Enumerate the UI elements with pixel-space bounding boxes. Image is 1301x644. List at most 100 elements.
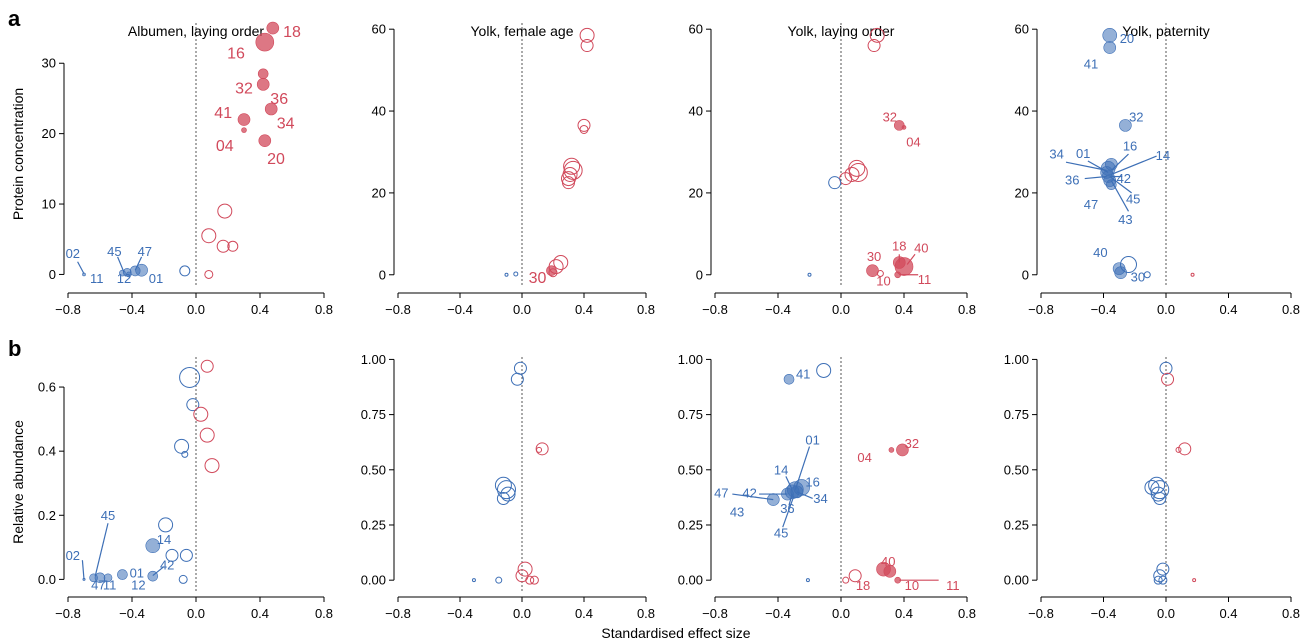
- label-leader-line: [81, 560, 85, 580]
- data-point: [1175, 446, 1182, 453]
- data-point: [1159, 361, 1173, 375]
- point-label: 47: [714, 486, 728, 501]
- y-tick-label: 0.25: [678, 517, 703, 532]
- data-point: [193, 406, 209, 422]
- y-tick-label: 1.00: [361, 352, 386, 367]
- x-axis-label: Standardised effect size: [601, 625, 750, 641]
- y-tick-label: 1.00: [678, 352, 703, 367]
- point-label: 34: [1049, 147, 1063, 162]
- x-tick-label: 0.0: [513, 302, 531, 317]
- y-tick-label: 40: [1015, 104, 1029, 119]
- data-point: [577, 118, 591, 132]
- y-tick-label: 0: [49, 267, 56, 282]
- x-tick-label: 0.4: [895, 302, 913, 317]
- data-point: [217, 203, 233, 219]
- point-label: 11: [103, 578, 117, 593]
- data-point: [529, 575, 539, 585]
- data-point: [901, 125, 907, 130]
- panel-title: Yolk, paternity: [1122, 23, 1209, 39]
- x-tick-label: 0.4: [251, 302, 269, 317]
- point-label: 14: [157, 532, 171, 547]
- x-tick-label: 0.4: [251, 606, 269, 621]
- x-tick-label: 0.8: [637, 606, 655, 621]
- data-point: [119, 269, 126, 277]
- y-tick-label: 0.75: [678, 407, 703, 422]
- data-point: [1103, 41, 1117, 54]
- data-point: [494, 476, 512, 494]
- point-label: 45: [101, 508, 115, 523]
- y-tick-label: 0: [1022, 267, 1029, 282]
- data-point: [828, 176, 842, 190]
- data-point: [579, 27, 595, 43]
- point-label: 32: [883, 110, 897, 125]
- y-tick-label: 40: [372, 104, 386, 119]
- x-tick-label: −0.4: [1091, 606, 1117, 621]
- point-label: 43: [1118, 212, 1132, 227]
- x-tick-label: 0.0: [187, 606, 205, 621]
- point-label: 36: [780, 501, 794, 516]
- data-point: [1156, 562, 1170, 576]
- panel-title: Yolk, female age: [471, 23, 574, 39]
- y-tick-label: 30: [42, 56, 56, 71]
- x-tick-label: −0.8: [702, 302, 728, 317]
- x-tick-label: −0.4: [765, 302, 791, 317]
- y-tick-label: 0: [379, 267, 386, 282]
- y-tick-label: 0.75: [1004, 407, 1029, 422]
- data-point: [888, 447, 895, 453]
- point-label: 01: [1076, 146, 1090, 161]
- data-point: [129, 265, 141, 277]
- x-tick-label: 0.8: [637, 302, 655, 317]
- data-point: [579, 124, 589, 134]
- data-point: [525, 575, 535, 585]
- point-label: 18: [892, 239, 906, 254]
- data-point: [848, 569, 862, 583]
- data-point: [179, 366, 201, 388]
- data-point: [258, 134, 272, 147]
- x-tick-label: −0.4: [447, 302, 473, 317]
- x-tick-label: −0.8: [702, 606, 728, 621]
- y-tick-label: 0.00: [361, 573, 386, 588]
- data-point: [256, 78, 270, 91]
- x-tick-label: 0.4: [895, 606, 913, 621]
- data-point: [563, 157, 581, 175]
- panel-title: Yolk, laying order: [788, 23, 895, 39]
- data-point: [513, 271, 519, 277]
- data-point: [883, 565, 897, 578]
- x-tick-label: 0.0: [187, 302, 205, 317]
- data-point: [894, 576, 902, 584]
- panel-1-3: −0.8 −0.4 0.0 0.4 0.8 0.00 0.25 0.50 0.75 1.00: [1004, 352, 1300, 621]
- y-tick-label: 0.50: [361, 462, 386, 477]
- data-point: [179, 265, 191, 277]
- point-label: 12: [117, 271, 131, 286]
- data-point: [181, 450, 189, 458]
- y-tick-label: 0.25: [1004, 517, 1029, 532]
- label-leader-line: [77, 261, 85, 275]
- data-point: [553, 254, 569, 270]
- point-label: 18: [283, 24, 301, 41]
- data-point: [158, 517, 174, 533]
- point-label: 32: [1129, 110, 1143, 125]
- row-label-a: a: [8, 6, 21, 31]
- x-tick-label: −0.4: [119, 606, 145, 621]
- data-point: [82, 577, 86, 581]
- data-point: [894, 257, 914, 276]
- data-point: [535, 442, 549, 456]
- data-point: [504, 272, 509, 277]
- data-point: [89, 573, 98, 583]
- data-point: [1161, 372, 1175, 386]
- x-tick-label: −0.4: [119, 302, 145, 317]
- data-point: [82, 272, 86, 277]
- point-label: 45: [107, 244, 121, 259]
- row-label-b: b: [8, 336, 21, 361]
- y-tick-label: 0.50: [1004, 462, 1029, 477]
- point-label: 42: [1117, 171, 1131, 186]
- y-tick-label: 0.4: [38, 444, 56, 459]
- y-tick-label: 1.00: [1004, 352, 1029, 367]
- point-label: 01: [149, 271, 163, 286]
- label-leader-line: [1065, 161, 1107, 171]
- y-tick-label: 40: [689, 104, 703, 119]
- point-label: 43: [730, 504, 744, 519]
- panel-0-1: −0.8 −0.4 0.0 0.4 0.8 0 20 40 60 Yolk, female age…: [372, 22, 656, 317]
- data-point: [179, 548, 193, 562]
